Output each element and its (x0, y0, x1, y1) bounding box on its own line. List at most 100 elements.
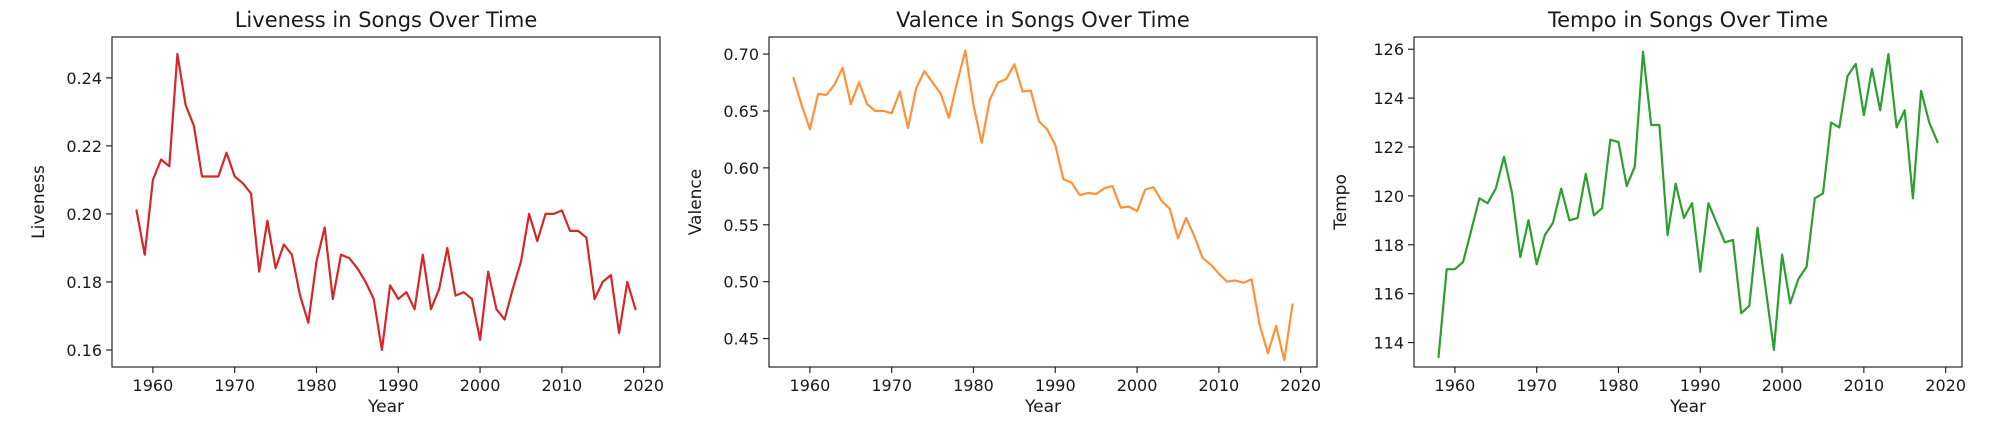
data-point (1658, 124, 1660, 126)
data-point (1503, 156, 1505, 158)
data-point (1912, 197, 1914, 199)
data-point (1838, 126, 1840, 128)
y-tick-label: 126 (1373, 40, 1404, 59)
data-point (1054, 144, 1056, 146)
data-point (1087, 192, 1089, 194)
data-point (1748, 305, 1750, 307)
data-point (463, 291, 465, 293)
data-point (1936, 141, 1938, 143)
data-point (185, 104, 187, 106)
series-line (135, 52, 637, 352)
data-point (1226, 281, 1228, 283)
data-point (1291, 303, 1293, 305)
data-point (1732, 239, 1734, 241)
data-point (275, 267, 277, 269)
data-point (1005, 78, 1007, 80)
data-point (1887, 53, 1889, 55)
data-point (1797, 278, 1799, 280)
x-tick-label: 1970 (214, 376, 255, 395)
data-point (1863, 114, 1865, 116)
data-point (495, 308, 497, 310)
y-tick-label: 114 (1373, 334, 1404, 353)
data-point (594, 298, 596, 300)
y-tick-label: 0.50 (723, 273, 759, 292)
y-tick-label: 0.45 (723, 330, 759, 349)
data-point (793, 77, 795, 79)
data-point (1716, 222, 1718, 224)
data-point (1830, 122, 1832, 124)
data-point (201, 175, 203, 177)
data-point (152, 179, 154, 181)
data-point (1650, 124, 1652, 126)
chart-panel-1: Liveness in Songs Over Time 1960 1970 1980 1… (29, 8, 664, 417)
data-point (414, 308, 416, 310)
data-point (561, 210, 563, 212)
data-point (1781, 254, 1783, 256)
y-tick-label: 116 (1373, 285, 1404, 304)
x-tick-label: 2000 (1762, 376, 1803, 395)
data-point (1177, 237, 1179, 239)
data-point (1536, 263, 1538, 265)
data-point (258, 271, 260, 273)
data-point (291, 254, 293, 256)
series-line (792, 49, 1294, 362)
data-point (610, 274, 612, 276)
data-point (1283, 359, 1285, 361)
data-point (1079, 194, 1081, 196)
data-point (1169, 208, 1171, 210)
data-point (1822, 192, 1824, 194)
data-point (1030, 89, 1032, 91)
data-point (365, 281, 367, 283)
data-point (1855, 63, 1857, 65)
data-point (544, 213, 546, 215)
data-point (1928, 122, 1930, 124)
data-point (997, 82, 999, 84)
data-point (266, 220, 268, 222)
plot-frame (1413, 36, 1963, 368)
data-point (1454, 268, 1456, 270)
data-point (512, 288, 514, 290)
data-point (1740, 312, 1742, 314)
x-tick-label: 2020 (1925, 376, 1966, 395)
data-point (226, 152, 228, 154)
data-point (1259, 324, 1261, 326)
data-point (972, 104, 974, 106)
data-point (340, 254, 342, 256)
y-tick-label: 0.22 (66, 137, 102, 156)
data-point (842, 67, 844, 69)
data-point (397, 298, 399, 300)
data-point (1275, 325, 1277, 327)
y-tick-label: 0.24 (66, 69, 102, 88)
data-point (1920, 90, 1922, 92)
data-point (1242, 282, 1244, 284)
chart-title: Liveness in Songs Over Time (235, 8, 538, 32)
x-axis-label: Year (367, 397, 404, 417)
x-tick-label: 2000 (460, 376, 501, 395)
data-point (1806, 266, 1808, 268)
x-axis-label: Year (1024, 397, 1061, 417)
data-point (299, 295, 301, 297)
data-point (1046, 128, 1048, 130)
data-point (332, 298, 334, 300)
data-point (1634, 166, 1636, 168)
data-point (1896, 126, 1898, 128)
x-tick-label: 1990 (1680, 376, 1721, 395)
data-point (422, 254, 424, 256)
data-point (348, 257, 350, 259)
x-tick-label: 2010 (1843, 376, 1884, 395)
data-point (193, 124, 195, 126)
data-point (1022, 91, 1024, 93)
y-tick-label: 0.55 (723, 216, 759, 235)
data-point (315, 261, 317, 263)
data-point (1846, 75, 1848, 77)
data-point (1789, 302, 1791, 304)
data-point (1201, 257, 1203, 259)
y-axis-label: Liveness (29, 165, 49, 239)
chart-title: Valence in Songs Over Time (896, 8, 1190, 32)
data-point (1593, 214, 1595, 216)
data-point (1617, 141, 1619, 143)
x-axis-label: Year (1669, 397, 1706, 417)
data-point (626, 281, 628, 283)
data-point (1103, 187, 1105, 189)
